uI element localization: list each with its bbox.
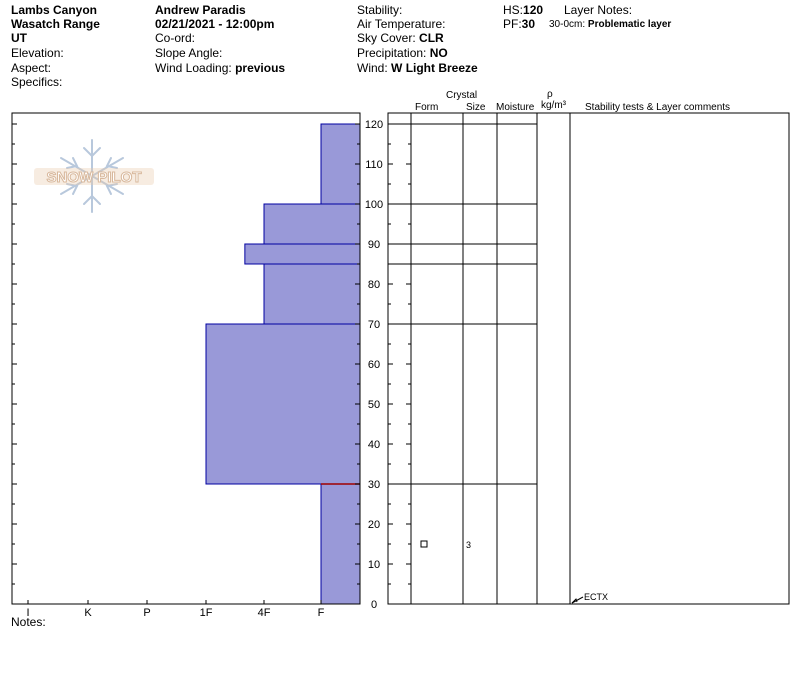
hardness-bar-2 — [263, 263, 361, 325]
sky-cover: Sky Cover: CLR — [357, 31, 444, 45]
stability-label: Stability: — [357, 3, 403, 17]
density-unit: kg/m³ — [541, 100, 566, 111]
stability-test-label: ECTX — [584, 592, 608, 602]
hardness-bar-3 — [244, 243, 361, 265]
wind-loading-value: previous — [235, 61, 286, 75]
hardness-plot-frame — [11, 112, 361, 605]
hardness-bar-4 — [263, 203, 361, 245]
y-tick-label: 10 — [368, 559, 380, 571]
hardness-bar-0 — [320, 483, 361, 605]
stability-test-pointer — [571, 596, 584, 604]
wind-loading: Wind Loading: previous — [155, 61, 285, 75]
layer-table-frame — [387, 112, 790, 605]
aspect-label: Aspect: — [11, 61, 52, 75]
y-tick-label: 90 — [368, 239, 380, 251]
stability-header: Stability tests & Layer comments — [585, 102, 731, 113]
y-tick-label: 80 — [368, 279, 380, 291]
notes-label: Notes: — [11, 615, 46, 629]
y-tick-label: 70 — [368, 319, 380, 331]
crystal-form-symbol — [420, 540, 428, 548]
precip-value: NO — [429, 46, 448, 60]
air-temp-label: Air Temperature: — [357, 17, 446, 31]
x-tick-label-4F: 4F — [258, 607, 271, 619]
slope-label: Slope Angle: — [155, 46, 223, 60]
y-tick-label: 40 — [368, 439, 380, 451]
y-tick-label: 20 — [368, 519, 380, 531]
crystal-size-value: 3 — [466, 540, 471, 550]
x-tick-label-1F: 1F — [200, 607, 213, 619]
range-name: Wasatch Range — [11, 17, 100, 31]
pf: PF:30 — [503, 17, 535, 31]
observer-name: Andrew Paradis — [155, 3, 246, 17]
layer-note-text: Problematic layer — [587, 19, 672, 30]
observation-datetime: 02/21/2021 - 12:00pm — [155, 17, 275, 31]
pf-value: 30 — [521, 17, 536, 31]
precipitation: Precipitation: NO — [357, 46, 448, 60]
crystal-header: Crystal — [446, 90, 478, 101]
stability-arrow-icon — [571, 598, 578, 604]
y-tick-label: 30 — [368, 479, 380, 491]
density-rho: ρ — [547, 89, 553, 100]
location-name: Lambs Canyon — [11, 3, 98, 17]
wind-loading-label: Wind Loading: — [155, 61, 232, 75]
y-tick-label: 0 — [371, 599, 377, 611]
size-header: Size — [466, 102, 486, 113]
hardness-bar-1 — [205, 323, 361, 485]
hardness-bar-5 — [320, 123, 361, 205]
moisture-header: Moisture — [496, 102, 535, 113]
hs-value: 120 — [523, 3, 544, 17]
wind-label: Wind: — [357, 61, 388, 75]
x-tick-label-P: P — [143, 607, 150, 619]
x-tick-label-I: I — [26, 607, 29, 619]
y-tick-label: 110 — [365, 159, 383, 171]
y-tick-label: 120 — [365, 119, 383, 131]
y-tick-label: 60 — [368, 359, 380, 371]
hs-label: HS: — [503, 3, 524, 17]
layer-note-range: 30-0cm: — [549, 19, 586, 30]
hs: HS:120 — [503, 3, 543, 17]
layer-notes-label: Layer Notes: — [564, 3, 633, 17]
y-tick-label: 50 — [368, 399, 380, 411]
x-tick-label-F: F — [318, 607, 325, 619]
wind-value: W Light Breeze — [391, 61, 478, 75]
sky-cover-label: Sky Cover: — [357, 31, 416, 45]
coord-label: Co-ord: — [155, 31, 196, 45]
form-header: Form — [415, 102, 439, 113]
wind: Wind: W Light Breeze — [357, 61, 478, 75]
layer-note: 30-0cm: Problematic layer — [549, 18, 671, 32]
elevation-label: Elevation: — [11, 46, 64, 60]
state-name: UT — [11, 31, 27, 45]
specifics-label: Specifics: — [11, 75, 63, 89]
x-tick-label-K: K — [84, 607, 92, 619]
precip-label: Precipitation: — [357, 46, 427, 60]
pf-label: PF: — [503, 17, 522, 31]
y-tick-label: 100 — [365, 199, 383, 211]
sky-cover-value: CLR — [419, 31, 444, 45]
